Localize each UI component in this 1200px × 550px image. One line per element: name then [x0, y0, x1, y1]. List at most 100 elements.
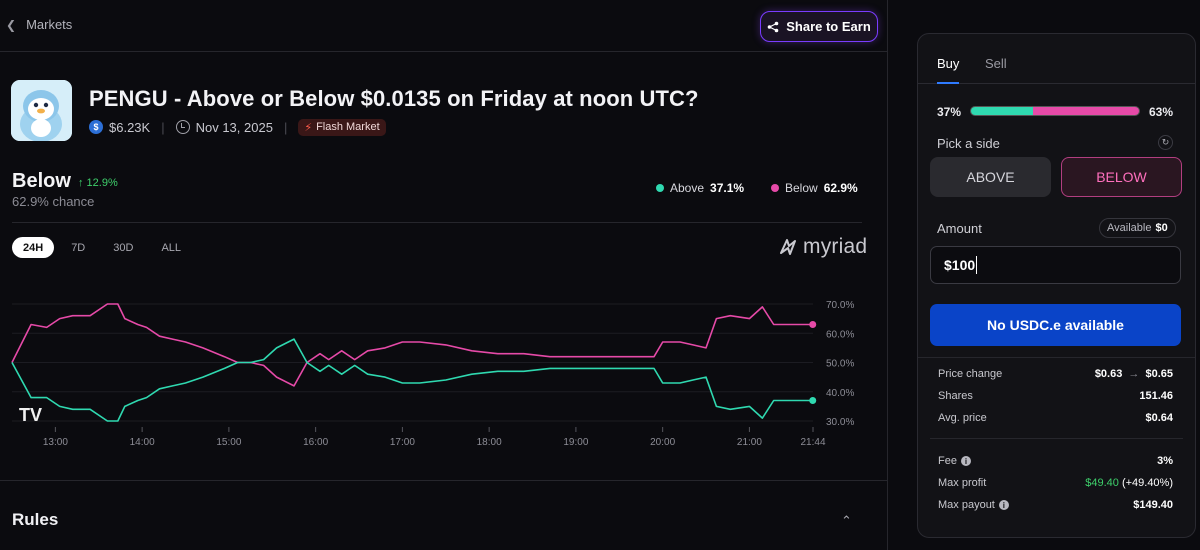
y-tick-label: 70.0% [826, 300, 854, 311]
info-icon[interactable]: i [960, 456, 971, 466]
brand-name: myriad [803, 235, 868, 258]
range-all[interactable]: ALL [161, 241, 182, 254]
rules-divider [0, 480, 888, 481]
x-tick-label: 17:00 [390, 437, 415, 448]
chart-grid [12, 303, 813, 422]
below-percentage: 63% [1149, 105, 1174, 119]
usdc-icon: $ [89, 120, 103, 134]
info-icon[interactable]: i [998, 500, 1009, 510]
x-tick-label: 14:00 [130, 437, 155, 448]
price-change-value: $0.63 → $0.65 [1095, 368, 1173, 380]
y-tick-label: 50.0% [826, 359, 854, 370]
y-tick-label: 30.0% [826, 417, 854, 428]
price-change-row: Price change $0.63 → $0.65 [938, 368, 1173, 380]
section-divider [12, 222, 862, 223]
market-date: Nov 13, 2025 [195, 119, 273, 135]
below-share-fill [1033, 107, 1139, 115]
legend-below-label: Below [785, 181, 818, 195]
x-tick-label: 20:00 [650, 437, 675, 448]
market-volume: $6.23K [109, 119, 151, 135]
clock-icon [175, 120, 190, 134]
legend-below-value: 62.9% [823, 181, 858, 195]
outcome-change: ↑ 12.9% [78, 177, 118, 189]
arrow-right-icon: → [1128, 368, 1140, 380]
x-tick-label: 16:00 [303, 437, 328, 448]
max-profit-value: $49.40 (+49.40%) [1085, 477, 1173, 489]
amount-input[interactable] [930, 246, 1181, 284]
summary-divider [918, 357, 1195, 358]
tradingview-watermark: TV [19, 405, 42, 425]
refresh-icon[interactable]: ↻ [1158, 135, 1173, 150]
above-share-fill [971, 107, 1034, 115]
rules-heading[interactable]: Rules [12, 510, 59, 529]
market-title: PENGU - Above or Below $0.0135 on Friday… [89, 86, 699, 111]
series-line-above [11, 338, 813, 422]
max-profit-percent: (+49.40%) [1121, 477, 1173, 489]
available-value: $0 [1155, 222, 1168, 234]
lightning-icon: ⚡︎ [304, 121, 313, 134]
series-endpoint-below [809, 320, 817, 328]
top-bar: ❮ Markets Share to Earn [0, 0, 888, 52]
avg-price-row: Avg. price $0.64 [938, 412, 1173, 424]
x-tick-label: 21:44 [800, 437, 825, 448]
share-label: Share to Earn [786, 19, 871, 34]
back-to-markets-link[interactable]: ❮ Markets [6, 17, 72, 32]
active-tab-indicator [937, 82, 959, 84]
x-tick-label: 15:00 [216, 437, 241, 448]
price-from: $0.63 [1094, 368, 1123, 380]
max-profit-amount: $49.40 [1085, 477, 1119, 489]
fee-label-group: Fee i [938, 455, 971, 467]
tab-buy[interactable]: Buy [937, 56, 960, 71]
trade-tabs: Buy Sell [918, 34, 1195, 84]
legend-above-label: Above [670, 181, 705, 195]
range-7d[interactable]: 7D [71, 241, 86, 254]
range-24h[interactable]: 24H [12, 237, 55, 258]
legend-above: Above 37.1% [656, 181, 744, 195]
summary-divider [930, 438, 1183, 439]
x-axis-labels: 13:00 14:00 15:00 16:00 17:00 18:00 19:00 20:00… [43, 427, 826, 448]
meta-separator: | [161, 119, 165, 135]
chevron-up-icon[interactable]: ⌃ [841, 513, 852, 528]
myriad-logo-icon [780, 239, 796, 255]
legend-below: Below 62.9% [771, 181, 858, 195]
below-button[interactable]: BELOW [1061, 157, 1182, 197]
fee-value: 3% [1157, 455, 1173, 467]
max-payout-value: $149.40 [1133, 499, 1173, 511]
shares-row: Shares 151.46 [938, 390, 1173, 402]
legend-above-value: 37.1% [710, 181, 745, 195]
no-usdc-button[interactable]: No USDC.e available [930, 304, 1181, 346]
price-history-chart: 70.0% 60.0% 50.0% 40.0% 30.0% 13:00 14:00 15:0… [11, 300, 854, 448]
max-payout-row: Max payout i $149.40 [938, 499, 1173, 511]
available-label: Available [1107, 222, 1152, 234]
flash-market-label: Flash Market [316, 121, 380, 133]
shares-value: 151.46 [1139, 390, 1173, 402]
y-axis-labels: 70.0% 60.0% 50.0% 40.0% 30.0% [826, 300, 854, 428]
y-tick-label: 40.0% [826, 388, 854, 399]
max-payout-label: Max payout [938, 499, 995, 511]
available-balance: Available $0 [1099, 218, 1176, 238]
price-change-label: Price change [938, 368, 1003, 380]
svg-text:TV: TV [19, 405, 42, 425]
pick-side-label: Pick a side [937, 136, 1000, 151]
market-meta: $ $6.23K | Nov 13, 2025 | ⚡︎ Flash Marke… [89, 118, 386, 136]
outcome-chance: 62.9% chance [12, 194, 95, 209]
probability-bar [970, 106, 1140, 116]
avg-price-value: $0.64 [1145, 412, 1173, 424]
amount-label: Amount [937, 221, 982, 236]
shares-label: Shares [938, 390, 973, 402]
max-payout-label-group: Max payout i [938, 499, 1009, 511]
trade-panel: Buy Sell 37% 63% Pick a side ↻ ABOVE BEL… [917, 33, 1196, 538]
time-range-selector: 24H 7D 30D ALL [12, 237, 192, 258]
max-profit-row: Max profit $49.40 (+49.40%) [938, 477, 1173, 489]
range-30d[interactable]: 30D [113, 241, 134, 254]
x-tick-label: 18:00 [477, 437, 502, 448]
tab-sell[interactable]: Sell [985, 56, 1007, 71]
chart-series [11, 303, 817, 422]
share-to-earn-button[interactable]: Share to Earn [760, 11, 878, 42]
x-tick-label: 13:00 [43, 437, 68, 448]
above-percentage: 37% [937, 105, 962, 119]
x-tick-label: 21:00 [737, 437, 762, 448]
x-tick-label: 19:00 [563, 437, 588, 448]
market-avatar [11, 80, 72, 141]
above-button[interactable]: ABOVE [930, 157, 1051, 197]
